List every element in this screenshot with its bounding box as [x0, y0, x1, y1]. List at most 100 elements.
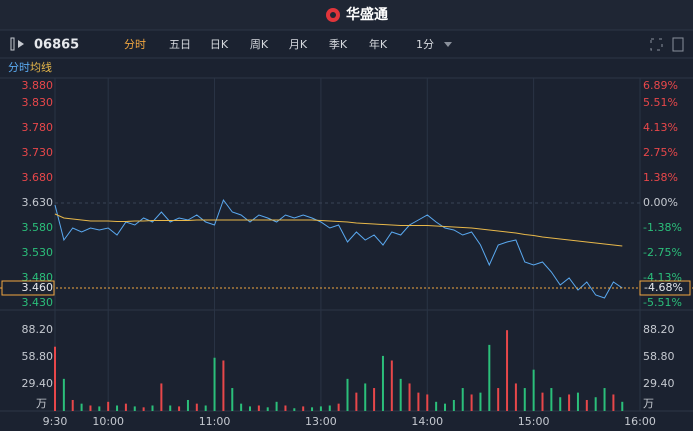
x-tick-label: 9:30 [43, 415, 68, 428]
price-line [54, 213, 623, 247]
tab[interactable]: 分时 [124, 38, 146, 51]
y-tick-label: 3.730 [22, 146, 54, 159]
icon[interactable] [672, 37, 684, 52]
legend-entry: 均线 [30, 60, 52, 74]
y2-tick-label: -1.38% [643, 221, 682, 234]
volume-bar [381, 355, 384, 411]
y-tick-label: 3.880 [22, 79, 54, 92]
volume-bar [195, 403, 198, 411]
y-tick-label: 29.40 [22, 377, 54, 390]
volume-bar [151, 405, 154, 411]
volume-bar [594, 397, 597, 411]
volume-bar [142, 407, 145, 411]
x-tick-label: 13:00 [305, 415, 337, 428]
volume-bar [559, 397, 562, 411]
volume-bar [603, 388, 606, 411]
volume-bar [576, 392, 579, 411]
last-change-label: -4.68% [644, 281, 683, 294]
volume-bar [461, 388, 464, 411]
volume-bar [319, 406, 322, 411]
x-tick-label: 15:00 [518, 415, 550, 428]
icon [18, 40, 24, 48]
volume-bar [186, 399, 189, 411]
y-tick-label: 58.80 [643, 350, 675, 363]
volume-bar [568, 394, 571, 411]
volume-bar [98, 406, 101, 411]
volume-bar [337, 403, 340, 411]
tab[interactable]: 年K [369, 37, 388, 51]
volume-bar [231, 388, 234, 411]
icon[interactable] [650, 38, 663, 51]
volume-bar [426, 394, 429, 411]
volume-bar [293, 408, 296, 411]
y-tick-label: 88.20 [643, 323, 675, 336]
y-tick-label: 3.530 [22, 246, 54, 259]
volume-bar [621, 401, 624, 411]
y2-tick-label: 6.89% [643, 79, 678, 92]
y-tick-label: 3.580 [22, 221, 54, 234]
volume-bar [222, 360, 225, 411]
volume-bar [133, 406, 136, 411]
volume-bar [452, 399, 455, 411]
volume-bar [408, 383, 411, 411]
unit-label: 万 [36, 397, 47, 410]
volume-bar [612, 394, 615, 411]
tab[interactable]: 季K [329, 38, 348, 51]
volume-bar [178, 406, 181, 411]
volume-bar [54, 346, 56, 411]
volume-bar [89, 405, 92, 411]
tab[interactable]: 月K [289, 38, 308, 51]
volume-bar [204, 405, 207, 411]
volume-bar [488, 344, 491, 411]
y2-tick-label: 4.13% [643, 121, 678, 134]
volume-bar [373, 388, 376, 411]
volume-bar [399, 378, 402, 411]
y-tick-label: 3.680 [22, 171, 54, 184]
y-tick-label: 3.630 [22, 196, 54, 209]
unit-label: 万 [643, 397, 654, 410]
volume-bar [328, 405, 331, 411]
y2-tick-label: 2.75% [643, 146, 678, 159]
symbol: 06865 [34, 38, 79, 53]
x-tick-label: 14:00 [411, 415, 443, 428]
tab[interactable]: 周K [250, 38, 269, 51]
volume-bar [550, 388, 553, 411]
legend-entry: 分时 [8, 61, 30, 74]
volume-bar [284, 405, 287, 411]
y-tick-label: 88.20 [22, 323, 54, 336]
tab[interactable]: 五日 [169, 38, 191, 51]
volume-bar [80, 403, 83, 411]
volume-bar [523, 388, 526, 411]
tab[interactable]: 1分 [416, 38, 434, 51]
y2-tick-label: -5.51% [643, 296, 682, 309]
volume-bar [62, 378, 65, 411]
volume-bar [116, 405, 119, 411]
icon [10, 37, 15, 51]
price-line [54, 198, 623, 299]
y-tick-label: 3.780 [22, 121, 54, 134]
volume-bar [302, 406, 305, 411]
last-price-box [1, 280, 55, 296]
volume-bar [390, 360, 393, 411]
volume-bar [506, 330, 509, 411]
logo-icon [330, 12, 336, 18]
y2-tick-label: 0.00% [643, 196, 678, 209]
volume-bar [355, 392, 358, 411]
volume-bar [266, 407, 269, 411]
volume-bar [417, 392, 420, 411]
volume-bar [514, 383, 517, 411]
dropdown-arrow[interactable] [444, 42, 452, 47]
volume-bar [257, 405, 260, 411]
y-tick-label: 3.430 [22, 296, 54, 309]
volume-bar [479, 392, 482, 411]
y2-tick-label: 1.38% [643, 171, 678, 184]
tab[interactable]: 日K [210, 38, 229, 51]
y2-tick-label: -2.75% [643, 246, 682, 259]
volume-bar [444, 403, 446, 411]
header-bar [0, 0, 693, 30]
volume-bar [532, 369, 535, 411]
y-tick-label: 58.80 [22, 350, 54, 363]
logo-text: 华盛通 [346, 6, 388, 23]
